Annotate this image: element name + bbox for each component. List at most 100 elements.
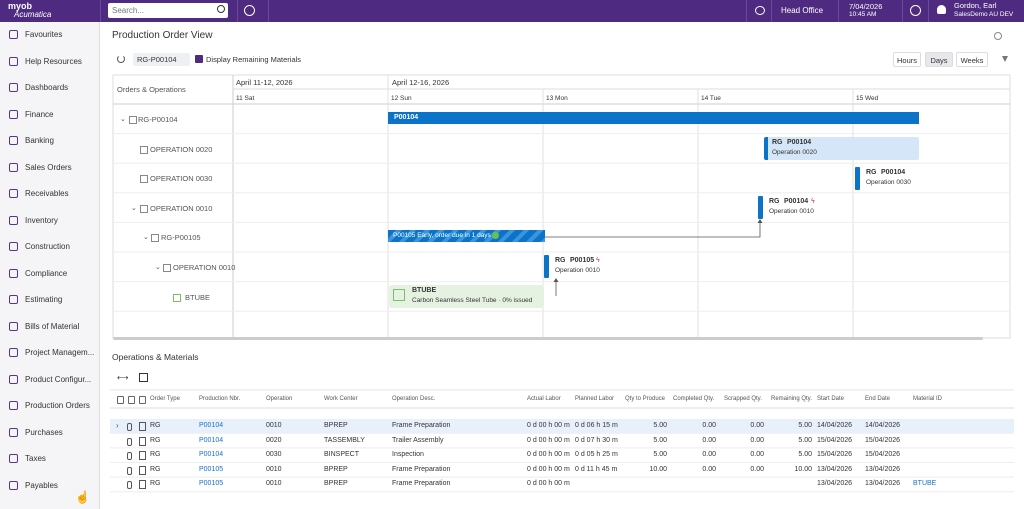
expand-chevron[interactable]: ⌄ (131, 204, 137, 212)
sidebar-item[interactable]: Dashboards (25, 83, 69, 92)
operation-bar[interactable] (855, 167, 860, 190)
company-name[interactable]: SalesDemo AU DEV (954, 11, 1014, 18)
column-header[interactable]: Start Date (817, 396, 845, 402)
tree-label[interactable]: RG-P00105 (161, 233, 201, 243)
order-selector[interactable]: RG-P00104 (133, 53, 190, 66)
sidebar-item[interactable]: Estimating (25, 295, 63, 304)
table-link[interactable]: BTUBE (913, 480, 937, 488)
table-cell: 0010 (266, 422, 282, 429)
row-expander[interactable]: › (116, 421, 119, 430)
attach-icon (127, 437, 132, 446)
settings-icon[interactable] (994, 32, 1002, 40)
sidebar-item[interactable]: Banking (25, 136, 54, 145)
table-cell: 0030 (266, 451, 282, 459)
material-bar[interactable] (389, 285, 544, 308)
operation-bar[interactable] (758, 196, 763, 219)
search-icon (217, 5, 225, 13)
sidebar-item[interactable]: Sales Orders (25, 162, 72, 172)
tree-label[interactable]: OPERATION 0010 (150, 203, 213, 213)
column-header[interactable]: Planned Labor (575, 396, 615, 402)
column-header[interactable]: Work Center (324, 396, 358, 402)
tree-icon (140, 204, 148, 213)
tree-label[interactable]: BTUBE (185, 292, 211, 302)
day-label: 13 Mon (546, 95, 568, 102)
sidebar-item[interactable]: Receivables (25, 189, 69, 198)
column-header[interactable]: Production Nbr. (199, 396, 241, 402)
sidebar-item[interactable]: Product Configur... (25, 374, 92, 384)
table-cell: 13/04/2026 (865, 465, 901, 473)
column-header[interactable]: Material ID (913, 396, 943, 402)
material-desc: Carbon Seamless Steel Tube · 0% issued (412, 297, 533, 304)
sidebar-item[interactable]: Bills of Material (25, 321, 80, 331)
history-button[interactable] (244, 5, 255, 16)
scale-button[interactable]: Hours (893, 52, 921, 67)
column-header[interactable]: Operation Desc. (392, 396, 436, 402)
refresh-button[interactable] (117, 55, 125, 63)
summary-bar[interactable]: P00104 (388, 112, 919, 124)
tree-label[interactable]: OPERATION 0030 (150, 174, 213, 184)
table-cell: 5.00 (798, 451, 812, 459)
sidebar-item[interactable]: Help Resources (25, 56, 82, 66)
sidebar-icon (9, 321, 18, 331)
tree-label[interactable]: OPERATION 0020 (150, 144, 213, 154)
search-box[interactable]: Search... (108, 3, 228, 18)
scale-button[interactable]: Days (925, 52, 953, 67)
sidebar-item[interactable]: Compliance (25, 268, 68, 278)
table-link[interactable]: P00104 (199, 422, 224, 429)
user-name[interactable]: Gordon, Earl (954, 1, 997, 10)
sidebar-item[interactable]: Taxes (25, 454, 46, 463)
operation-bar[interactable] (544, 255, 549, 278)
table-cell: RG (150, 436, 161, 444)
sidebar-item[interactable]: Finance (25, 109, 54, 119)
table-cell: Frame Preparation (392, 422, 451, 429)
column-header[interactable]: Scrapped Qty. (724, 396, 762, 402)
checkbox[interactable] (195, 55, 203, 63)
expand-chevron[interactable]: ⌄ (143, 234, 149, 242)
tree-label[interactable]: RG-P00104 (138, 115, 178, 124)
operation-bar[interactable] (764, 137, 919, 160)
chat-button[interactable] (755, 6, 765, 15)
sidebar-item[interactable]: Purchases (25, 427, 63, 437)
date[interactable]: 7/04/2026 (849, 2, 883, 11)
sidebar-item[interactable]: Project Managem... (25, 348, 95, 357)
table-link[interactable]: P00105 (199, 480, 224, 488)
column-header[interactable]: Qty to Produce (625, 396, 666, 402)
sidebar-item[interactable]: Inventory (25, 215, 58, 225)
table-cell: 0 d 00 h 00 m (527, 422, 570, 429)
table-cell: 13/04/2026 (865, 480, 901, 488)
sidebar-item[interactable]: Favourites (25, 30, 63, 39)
sidebar-item[interactable]: Construction (25, 242, 70, 251)
checkbox-label[interactable]: Display Remaining Materials (206, 55, 302, 64)
table-link[interactable]: P00104 (199, 451, 224, 459)
column-header[interactable]: Actual Labor (527, 396, 561, 402)
table-cell: TASSEMBLY (324, 436, 365, 444)
column-header[interactable]: Remaining Qty. (771, 396, 812, 402)
scale-button[interactable]: Weeks (956, 52, 988, 67)
sidebar-item[interactable]: Payables (25, 480, 58, 490)
expand-chevron[interactable]: ⌄ (155, 264, 161, 271)
divider (771, 0, 772, 22)
time[interactable]: 10:45 AM (849, 11, 877, 18)
help-button[interactable] (910, 5, 921, 16)
export-button[interactable] (139, 373, 148, 382)
sidebar-item[interactable]: Production Orders (25, 401, 90, 410)
period-label: April 12-16, 2026 (392, 78, 450, 87)
column-header[interactable]: End Date (865, 396, 891, 402)
expand-chevron[interactable]: ⌄ (120, 116, 126, 123)
table-link[interactable]: P00105 (199, 465, 224, 473)
column-header[interactable]: Order Type (150, 396, 180, 402)
bar-order-type: RG (555, 257, 566, 264)
filter-icon[interactable] (1002, 56, 1008, 62)
tree-label[interactable]: OPERATION 0010 (173, 263, 236, 272)
table-cell: 0 d 05 h 25 m (575, 451, 618, 459)
fit-button[interactable]: ⟷ (117, 373, 129, 382)
sidebar-icon (9, 83, 18, 92)
column-header[interactable]: Completed Qty. (673, 396, 715, 402)
table-link[interactable]: P00104 (199, 436, 224, 444)
table-cell: Frame Preparation (392, 480, 451, 488)
branch-selector[interactable]: Head Office (781, 6, 824, 15)
note-icon (139, 451, 146, 461)
column-header[interactable]: Operation (266, 396, 293, 402)
early-bar[interactable]: P00105 Early, order due in 1 days (388, 230, 545, 242)
sidebar-icon (9, 162, 18, 172)
